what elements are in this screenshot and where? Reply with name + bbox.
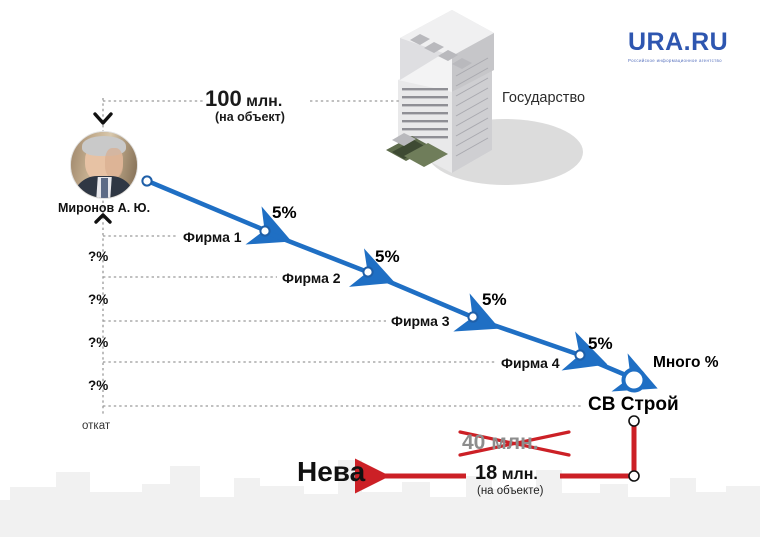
budget-amount-unit: млн.: [241, 93, 283, 110]
ura-ru-logo[interactable]: URA.RU Российское информационное агентст…: [628, 28, 729, 64]
chain-node-circles: [141, 175, 586, 361]
up-arrow-icon: [94, 213, 112, 224]
avatar: [70, 131, 138, 199]
state-label: Государство: [502, 90, 586, 106]
kickback-label: откат: [82, 420, 111, 432]
logo-tagline: Российское информационное агентство: [628, 58, 722, 63]
avatar-tie: [101, 178, 108, 198]
firm-label-3: Фирма 3: [391, 313, 450, 329]
actual-amount-unit: млн.: [497, 466, 538, 483]
budget-note: (на объект): [215, 110, 285, 124]
firm-label-2: Фирма 2: [282, 270, 341, 286]
cut-label-2: 5%: [375, 247, 400, 266]
final-company-label: СВ Строй: [588, 394, 679, 415]
cut-label-3: 5%: [482, 290, 507, 309]
final-cut-label: Много %: [653, 354, 719, 371]
crossed-out-marks: [458, 430, 571, 457]
government-building-icon: [386, 10, 583, 185]
crossed-amount-label: 40 млн.: [462, 431, 539, 454]
actual-amount-label: 18 млн.: [475, 462, 538, 485]
down-arrow-icon: [93, 112, 113, 125]
destination-label: Нева: [297, 456, 366, 487]
budget-amount-value: 100: [205, 86, 242, 111]
city-skyline-silhouette: [0, 460, 760, 537]
unknown-share-3: ?%: [88, 335, 109, 350]
avatar-face-shade: [105, 148, 123, 178]
budget-amount-label: 100 млн.: [205, 86, 282, 112]
logo-brand-text: URA.RU: [628, 28, 729, 56]
final-payment-path: [355, 415, 640, 494]
unknown-share-4: ?%: [88, 378, 109, 393]
firm-label-4: Фирма 4: [501, 355, 560, 371]
cut-label-4: 5%: [588, 334, 613, 353]
sv-stroy-node-circle: [621, 367, 647, 393]
corruption-chain-arrow: [149, 179, 658, 392]
unknown-share-1: ?%: [88, 249, 109, 264]
actual-amount-note: (на объекте): [477, 485, 544, 497]
firm-label-1: Фирма 1: [183, 229, 242, 245]
cut-label-1: 5%: [272, 203, 297, 222]
actor-name-label: Миронов А. Ю.: [58, 201, 151, 215]
actual-amount-value: 18: [475, 462, 498, 484]
unknown-share-2: ?%: [88, 292, 109, 307]
